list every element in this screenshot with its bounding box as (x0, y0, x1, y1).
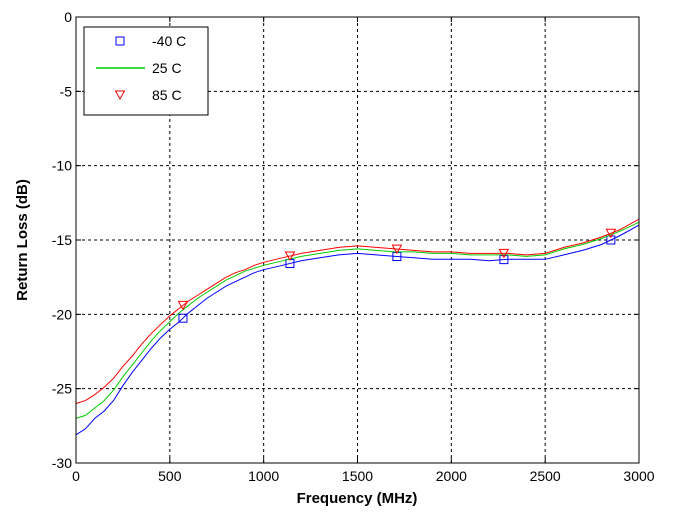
y-tick-label: -20 (52, 306, 72, 322)
x-tick-label: 1000 (248, 468, 279, 484)
legend-entry-minus40: -40 C (115, 33, 186, 49)
x-tick-label: 2500 (530, 468, 561, 484)
tick-marks (75, 16, 640, 464)
legend-entry-85: 85 C (114, 87, 182, 103)
y-tick-label: -10 (52, 158, 72, 174)
y-tick-label: -5 (60, 83, 73, 99)
series-line-0 (75, 224, 640, 436)
square-marker (178, 313, 188, 323)
x-tick-label: 0 (72, 468, 80, 484)
y-tick-label: 0 (64, 9, 72, 25)
series-line-1 (75, 221, 640, 419)
y-tick-labels: 0 -5 -10 -15 -20 -25 -30 (52, 9, 72, 471)
legend-entry-25: 25 C (96, 60, 182, 76)
legend-triangle-marker-icon (114, 90, 126, 101)
triangle-marker (391, 244, 403, 255)
y-tick-label: -30 (52, 455, 72, 471)
legend-box (83, 26, 209, 116)
square-marker (499, 255, 509, 265)
x-tick-label: 3000 (623, 468, 654, 484)
legend: -40 C 25 C 85 C (83, 26, 209, 116)
x-axis-label: Frequency (MHz) (297, 490, 418, 507)
series-line-2 (75, 218, 640, 404)
x-tick-labels: 0 500 1000 1500 2000 2500 3000 (72, 468, 655, 484)
triangle-marker (284, 251, 296, 262)
x-tick-label: 1500 (342, 468, 373, 484)
legend-label-25: 25 C (152, 60, 182, 76)
triangle-marker (177, 300, 189, 311)
y-tick-label: -15 (52, 232, 72, 248)
triangle-marker (605, 228, 617, 239)
x-tick-label: 2000 (436, 468, 467, 484)
x-tick-label: 500 (158, 468, 182, 484)
legend-label-minus40: -40 C (152, 33, 186, 49)
y-tick-label: -25 (52, 381, 72, 397)
series-layer (75, 218, 640, 436)
legend-label-85: 85 C (152, 87, 182, 103)
legend-square-marker-icon (115, 36, 125, 46)
square-marker (606, 235, 616, 245)
triangle-marker (498, 248, 510, 259)
y-axis-label: Return Loss (dB) (14, 179, 31, 301)
